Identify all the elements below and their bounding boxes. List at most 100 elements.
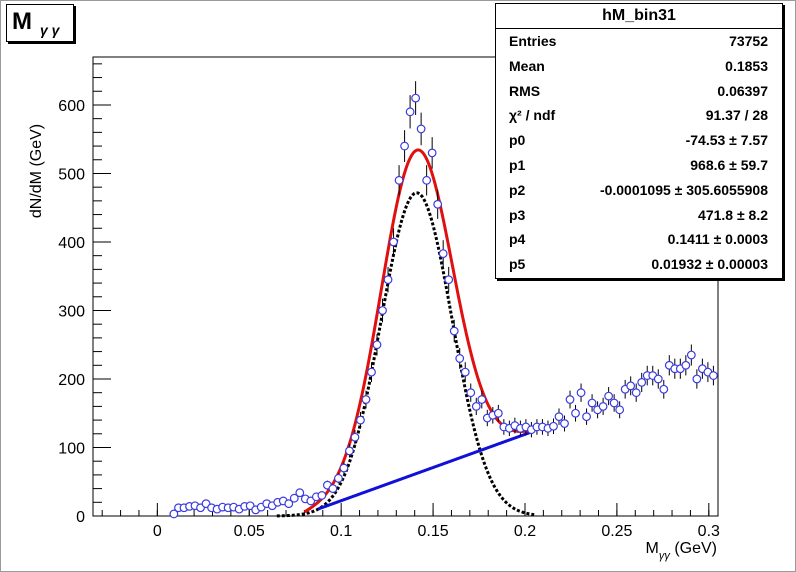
stats-row: p1 968.6 ± 59.7 [496,153,782,178]
data-point [466,388,476,398]
x-axis-title-sub: γγ [659,550,672,562]
data-point [356,415,365,425]
background-fit-curve [317,429,535,511]
x-axis-title-main: M [646,540,659,557]
data-point [471,401,481,411]
stats-row-value: 0.01932 ± 0.00003 [651,256,768,273]
data-point [477,395,487,404]
stats-row-value: 0.1853 [725,57,768,74]
data-point [284,499,294,509]
data-point [460,367,470,377]
y-axis-title: dN/dM (GeV) [28,124,45,218]
stats-row-name: p1 [509,156,526,173]
stats-row-value: -0.0001095 ± 305.6055908 [599,181,768,198]
data-point [576,388,586,398]
data-point [416,124,426,134]
x-tick-label: 0.1 [330,523,352,540]
stats-row-name: p3 [509,206,526,223]
data-point [289,493,299,503]
y-tick-label: 600 [58,98,85,115]
stats-row-value: 968.6 ± 59.7 [690,156,768,173]
stats-row: p4 0.1411 ± 0.0003 [496,227,782,252]
data-point [361,395,371,404]
stats-row-name: p4 [509,231,526,248]
data-point [686,350,696,360]
data-point [554,412,564,422]
stats-row-name: p0 [509,132,526,149]
stats-row-name: χ² / ndf [509,107,556,124]
data-point [692,374,702,384]
data-point [367,367,376,377]
stats-row: p5 0.01932 ± 0.00003 [496,252,782,277]
stats-row: Mean 0.1853 [496,54,782,79]
data-point [295,488,305,498]
x-axis-title: Mγγ (GeV) [646,540,717,562]
signal-fit-curve [276,191,535,518]
x-axis-title-unit: (GeV) [670,540,717,557]
data-point [394,175,404,185]
data-point [438,249,448,259]
stats-row: RMS 0.06397 [496,79,782,104]
stats-row-value: 0.06397 [717,82,768,99]
histogram-title-box: M γ γ [6,4,74,42]
x-tick-label: 0.3 [698,523,720,540]
data-point [405,107,415,117]
data-point [659,384,669,394]
data-point [334,473,343,483]
data-point [350,432,360,442]
data-point [422,175,432,185]
data-point [339,463,349,473]
data-point [493,408,503,418]
stats-row-value: 91.37 / 28 [705,107,768,124]
data-point [637,378,647,387]
data-point [582,412,591,422]
data-point [587,398,597,408]
stats-row-name: p2 [509,181,526,198]
x-tick-label: 0.05 [234,523,265,540]
stats-row-name: Entries [509,33,557,49]
stats-row-value: -74.53 ± 7.57 [685,132,768,149]
stats-row-value: 0.1411 ± 0.0003 [667,231,768,248]
x-tick-label: 0.15 [418,523,449,540]
stats-box: hM_bin31 Entries 73752 Mean 0.1853 RMS 0.06… [495,3,783,279]
data-point [604,391,614,401]
stats-row: Entries 73752 [496,29,782,54]
data-point [455,354,465,363]
data-point [169,509,179,519]
y-tick-label: 500 [58,166,85,183]
data-point [560,419,569,428]
y-tick-label: 400 [58,235,85,252]
stats-title: hM_bin31 [496,4,782,29]
histogram-title-subscript: γ γ [40,22,60,38]
data-point [709,371,718,380]
data-point [389,237,398,247]
data-point [433,199,443,209]
data-point [378,306,387,315]
stats-row-name: RMS [509,82,541,99]
x-tick-label: 0.25 [601,523,632,540]
data-point [653,374,663,384]
data-point [615,405,625,415]
data-point [598,401,608,411]
data-point [317,491,327,500]
data-point [681,360,691,370]
stats-row: χ² / ndf 91.37 / 28 [496,103,782,128]
data-point [400,141,409,151]
data-point [565,395,575,404]
data-point [328,484,338,493]
stats-row-name: p5 [509,256,526,273]
stats-row-name: Mean [509,57,545,74]
data-point [631,388,641,398]
data-point [549,421,558,431]
y-tick-label: 200 [58,372,85,389]
stats-row: p3 471.8 ± 8.2 [496,203,782,228]
data-point [427,148,437,158]
x-tick-label: 0.2 [514,523,536,540]
plot-frame [92,56,719,517]
data-point [444,275,454,285]
stats-row: p0 -74.53 ± 7.57 [496,128,782,153]
data-point [609,398,619,408]
y-tick-label: 300 [58,303,85,320]
